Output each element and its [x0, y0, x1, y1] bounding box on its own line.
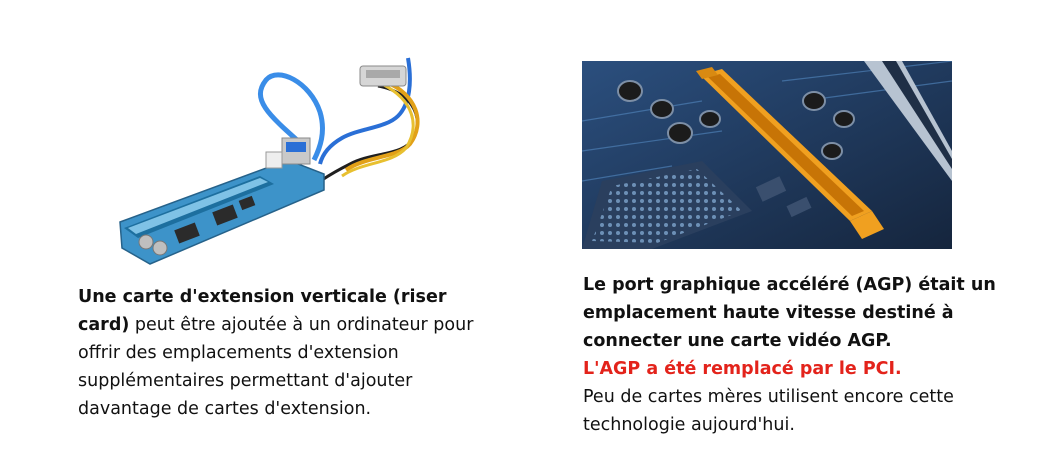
agp-caption-highlight: L'AGP a été remplacé par le PCI.: [583, 359, 902, 379]
riser-card-image: [110, 52, 440, 274]
agp-slot-image: [582, 61, 952, 249]
riser-card-illustration: [119, 57, 420, 265]
agp-caption-bold: Le port graphique accéléré (AGP) était u…: [583, 275, 996, 351]
riser-card-caption-text: peut être ajoutée à un ordinateur pour o…: [78, 315, 474, 419]
agp-caption-text: Peu de cartes mères utilisent encore cet…: [583, 387, 954, 435]
agp-caption: Le port graphique accéléré (AGP) était u…: [583, 271, 1003, 439]
agp-slot-illustration: [582, 61, 952, 249]
riser-card-caption-bold: Une carte d'extension verticale (riser c…: [78, 287, 447, 335]
riser-card-caption: Une carte d'extension verticale (riser c…: [78, 283, 478, 423]
